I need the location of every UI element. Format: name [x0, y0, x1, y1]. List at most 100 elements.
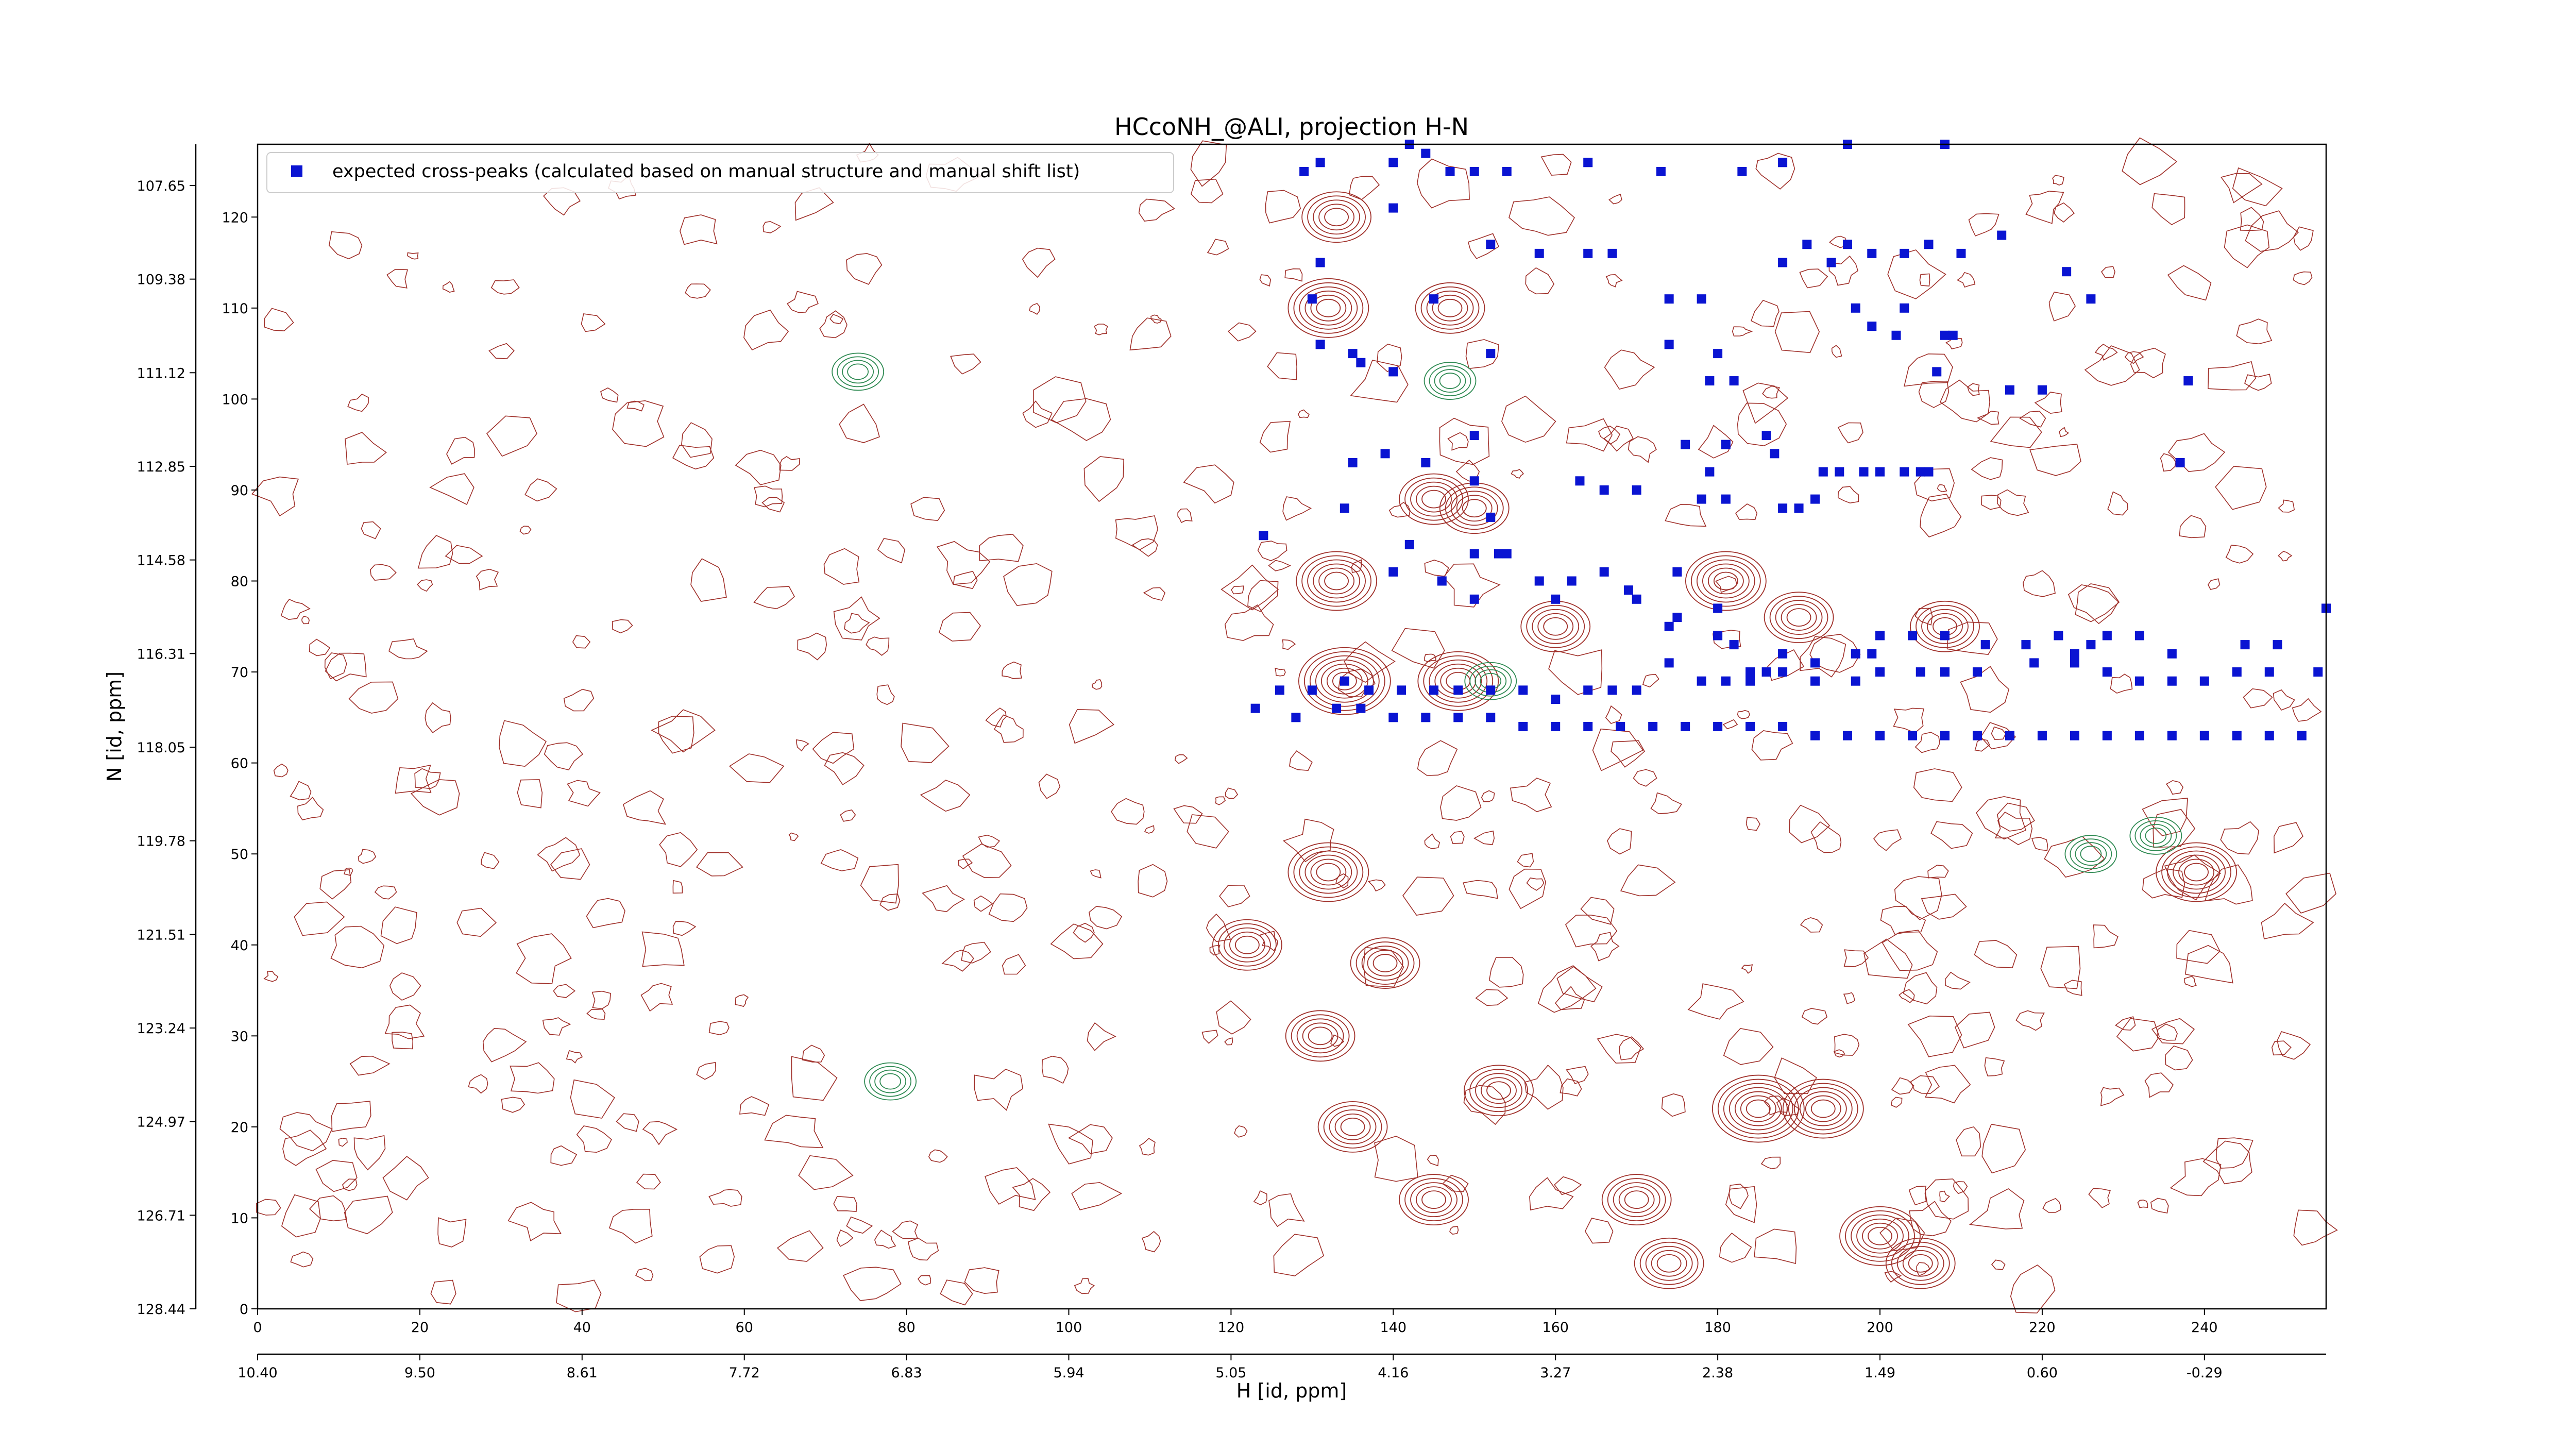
noise-contour — [437, 1217, 467, 1248]
cross-peak-marker — [1867, 248, 1877, 258]
x-index-tick-label: 20 — [411, 1320, 429, 1336]
x-index-tick-label: 40 — [573, 1320, 591, 1336]
marker-layer — [1250, 140, 2331, 740]
noise-contour — [1050, 923, 1104, 959]
noise-contour — [2042, 1198, 2061, 1213]
cross-peak-marker — [1729, 640, 1739, 650]
noise-contour — [319, 869, 352, 900]
cross-peak-marker — [1332, 703, 1342, 713]
peak-contour — [1520, 600, 1591, 652]
noise-contour — [2165, 780, 2184, 795]
peak-contour — [1805, 1095, 1841, 1122]
noise-contour — [1337, 668, 1376, 698]
peak-contour — [1856, 1218, 1904, 1254]
noise-contour — [1089, 906, 1123, 930]
noise-contour — [1257, 541, 1287, 561]
peak-contour — [1868, 1226, 1892, 1245]
cross-peak-marker — [2175, 458, 2185, 467]
noise-contour — [2170, 1158, 2222, 1197]
noise-contour — [1893, 707, 1924, 734]
cross-peak-marker — [1891, 330, 1901, 340]
noise-contour — [833, 1195, 857, 1212]
peak-contour — [1885, 1237, 1956, 1289]
noise-contour — [1920, 494, 1962, 537]
noise-contour — [1887, 249, 1946, 299]
cross-peak-marker — [1924, 467, 1934, 477]
cross-peak-marker — [1250, 703, 1260, 713]
cross-peak-marker — [1948, 330, 1958, 340]
noise-contour — [1991, 726, 2006, 740]
noise-contour — [1265, 190, 1301, 224]
noise-contour — [1863, 938, 1913, 979]
noise-contour — [1284, 268, 1303, 282]
noise-contour — [330, 925, 385, 969]
noise-contour — [1141, 1231, 1161, 1253]
noise-contour — [1940, 379, 1990, 423]
cross-peak-marker — [2054, 631, 2063, 641]
noise-contour — [2271, 1040, 2292, 1056]
cross-peak-marker — [1469, 431, 1479, 440]
noise-contour — [787, 291, 819, 313]
noise-contour — [1221, 564, 1279, 611]
noise-contour — [1921, 894, 1967, 920]
noise-contour — [779, 456, 800, 471]
negative-contour — [2075, 842, 2107, 866]
cross-peak-marker — [1810, 658, 1820, 668]
noise-contour — [572, 635, 591, 649]
peak-contour — [1334, 1113, 1371, 1140]
cross-peak-marker — [1908, 731, 1917, 740]
noise-contour — [290, 781, 312, 801]
noise-contour — [1463, 880, 1498, 899]
noise-contour — [1914, 732, 1940, 753]
noise-contour — [1974, 940, 2018, 968]
noise-contour — [616, 1113, 639, 1132]
noise-contour — [1608, 193, 1622, 205]
noise-contour — [1247, 580, 1279, 612]
cross-peak-marker — [1851, 649, 1860, 659]
peak-contour — [1317, 1101, 1388, 1153]
noise-contour — [1282, 818, 1334, 863]
x-ppm-tick-label: 5.05 — [1215, 1365, 1246, 1381]
peak-contour — [1287, 278, 1369, 338]
y-ppm-tick-label: 109.38 — [137, 272, 185, 288]
noise-contour — [1997, 489, 2029, 516]
peak-contour — [1745, 1099, 1771, 1118]
noise-contour — [2160, 453, 2176, 472]
noise-contour — [2093, 924, 2119, 949]
noise-contour — [1363, 947, 1404, 988]
peak-contour — [1618, 1186, 1655, 1214]
noise-contour — [1590, 932, 1620, 962]
noise-contour — [1560, 1078, 1582, 1097]
cross-peak-marker — [1900, 467, 1909, 477]
cross-peak-marker — [1843, 731, 1853, 740]
noise-contour — [1843, 949, 1869, 967]
x-index-tick-label: 120 — [1218, 1320, 1245, 1336]
noise-contour — [1190, 178, 1224, 204]
noise-contour — [776, 1230, 824, 1262]
noise-contour — [928, 1149, 948, 1163]
x-ppm-tick-label: -0.29 — [2187, 1365, 2223, 1381]
noise-contour — [324, 652, 347, 680]
noise-contour — [1069, 709, 1115, 744]
noise-contour — [382, 1156, 429, 1201]
noise-contour — [798, 1155, 854, 1190]
noise-contour — [1619, 1036, 1645, 1060]
cross-peak-marker — [1997, 230, 2007, 240]
y-ppm-tick-label: 107.65 — [137, 178, 185, 194]
y-index-tick-label: 70 — [231, 665, 248, 681]
peak-contour — [1367, 950, 1403, 976]
peak-contour — [1445, 486, 1504, 530]
noise-contour — [1554, 1176, 1582, 1195]
noise-contour — [2075, 583, 2120, 622]
noise-contour — [1275, 667, 1286, 677]
noise-contour — [1755, 153, 1795, 190]
noise-contour — [1650, 792, 1683, 814]
noise-contour — [486, 415, 537, 457]
cross-peak-marker — [1875, 667, 1885, 677]
noise-contour — [556, 1279, 602, 1312]
negative-contour — [869, 1066, 912, 1097]
noise-contour — [1918, 380, 1950, 408]
x-ppm-tick-label: 7.72 — [729, 1365, 760, 1381]
noise-contour — [2137, 1199, 2148, 1208]
